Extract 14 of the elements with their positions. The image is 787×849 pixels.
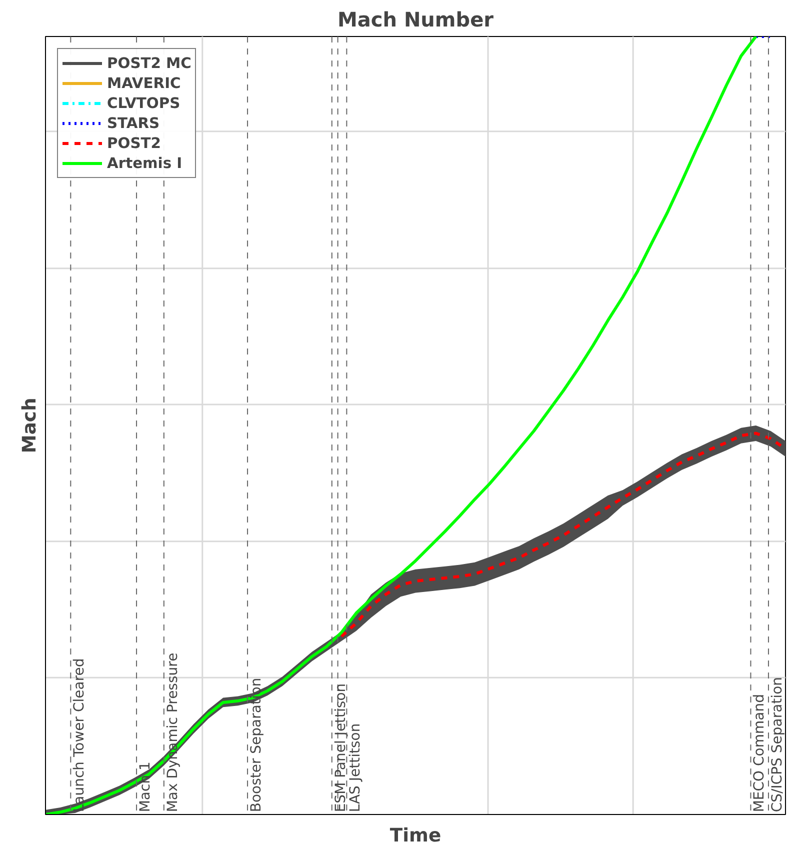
annotation: LAS Jettitson — [348, 723, 364, 812]
legend-label: Artemis I — [107, 154, 182, 172]
annotation: Max Dynamic Pressure — [164, 652, 181, 812]
legend-label: MAVERIC — [107, 74, 181, 92]
legend-label: POST2 — [107, 134, 161, 152]
y-axis-title: Mach — [20, 398, 40, 454]
x-axis-title: Time — [390, 826, 442, 846]
legend-label: POST2 MC — [107, 54, 192, 72]
annotation: MECO Command — [752, 694, 768, 812]
legend-label: CLVTOPS — [107, 94, 180, 112]
legend-label: STARS — [107, 114, 160, 132]
annotation: CS/ICPS Separation — [769, 676, 786, 812]
annotation: ESM Panel Jettison — [332, 683, 349, 812]
chart-title: Mach Number — [337, 8, 494, 32]
